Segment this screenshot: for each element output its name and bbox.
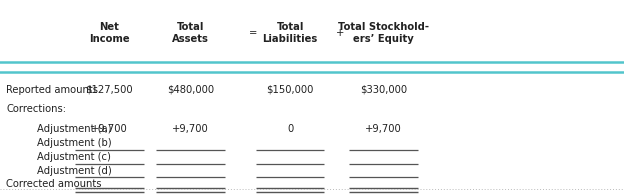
Text: Corrected amounts: Corrected amounts: [6, 179, 102, 189]
Text: Corrections:: Corrections:: [6, 104, 66, 114]
Text: Adjustment (d): Adjustment (d): [37, 166, 112, 176]
Text: +9,700: +9,700: [91, 124, 127, 134]
Text: Reported amounts: Reported amounts: [6, 85, 98, 95]
Text: Total Stockhold-
ers’ Equity: Total Stockhold- ers’ Equity: [338, 22, 429, 44]
Text: Adjustment (c): Adjustment (c): [37, 152, 111, 162]
Text: $150,000: $150,000: [266, 85, 314, 95]
Text: $127,500: $127,500: [85, 85, 133, 95]
Text: +9,700: +9,700: [366, 124, 402, 134]
Text: Net
Income: Net Income: [89, 22, 130, 44]
Text: $330,000: $330,000: [360, 85, 407, 95]
Text: 0: 0: [287, 124, 293, 134]
Text: Adjustment (a): Adjustment (a): [37, 124, 112, 134]
Text: Total
Liabilities: Total Liabilities: [263, 22, 318, 44]
Text: Adjustment (b): Adjustment (b): [37, 138, 112, 148]
Text: +: +: [336, 28, 344, 38]
Text: +9,700: +9,700: [172, 124, 208, 134]
Text: $480,000: $480,000: [167, 85, 214, 95]
Text: =: =: [248, 28, 257, 38]
Text: Total
Assets: Total Assets: [172, 22, 209, 44]
